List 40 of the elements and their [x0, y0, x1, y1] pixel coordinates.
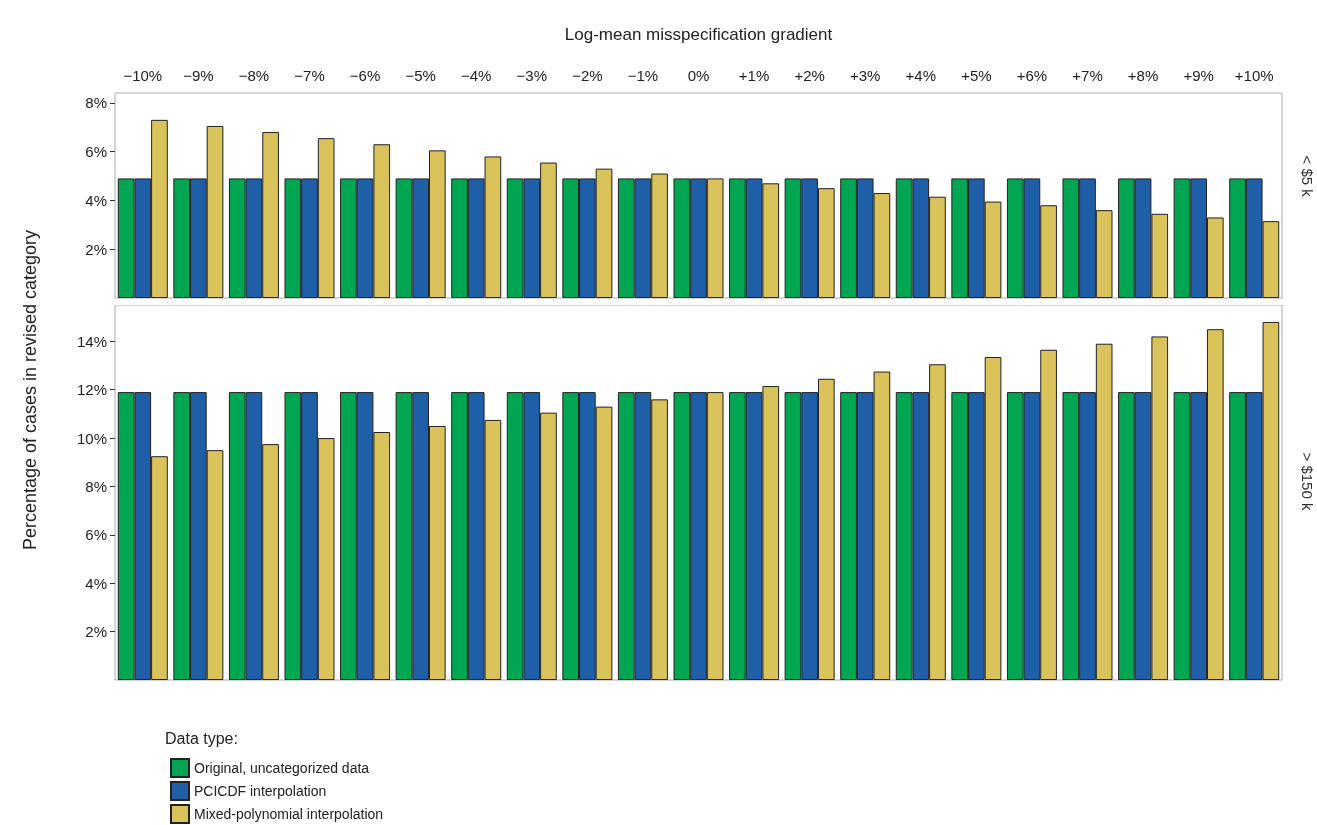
x-tick-label: +9% [1183, 67, 1214, 84]
y-tick-label: 12% [76, 381, 107, 399]
x-tick-label: −6% [349, 67, 381, 84]
y-tick-label: 2% [85, 240, 107, 258]
x-tick-label: −3% [516, 67, 548, 84]
legend-title: Data type: [165, 729, 238, 747]
legend-label: Mixed-polynomial interpolation [194, 806, 384, 822]
x-tick-label: +10% [1234, 67, 1274, 84]
y-tick-label: 6% [85, 526, 107, 544]
y-tick-label: 4% [85, 574, 107, 592]
x-tick-label: +8% [1127, 67, 1159, 84]
x-tick-label: 0% [687, 67, 710, 84]
text: < $5 k [1299, 155, 1316, 198]
x-tick-label: −2% [572, 67, 603, 84]
x-tick-label: −8% [238, 67, 270, 84]
x-tick-label: −5% [405, 67, 436, 84]
x-tick-label: +6% [1016, 67, 1048, 84]
x-tick-label: −1% [627, 67, 659, 84]
text: > $150 k [1299, 452, 1316, 511]
x-tick-label: +3% [849, 67, 881, 84]
x-tick-label: −7% [294, 67, 325, 84]
x-axis-title: Log-mean misspecification gradient [564, 25, 833, 44]
y-tick-label: 10% [76, 429, 107, 447]
x-tick-label: +4% [905, 67, 937, 84]
x-tick-label: +5% [961, 67, 992, 84]
y-tick-label: 8% [85, 477, 107, 495]
y-tick-label: 6% [85, 143, 107, 161]
x-tick-label: −4% [460, 67, 492, 84]
x-tick-label: −10% [123, 67, 163, 84]
legend-label: PCICDF interpolation [194, 783, 327, 799]
y-tick-label: 14% [76, 332, 107, 350]
x-tick-label: −9% [183, 67, 214, 84]
y-tick-label: 2% [85, 623, 107, 641]
y-axis-title: Percentage of cases in revised category [19, 229, 41, 551]
y-tick-label: 8% [85, 94, 107, 112]
legend-label: Original, uncategorized data [194, 760, 370, 776]
x-tick-label: +2% [794, 67, 825, 84]
x-tick-label: +1% [738, 67, 770, 84]
y-tick-label: 4% [85, 191, 107, 209]
x-tick-label: +7% [1072, 67, 1103, 84]
